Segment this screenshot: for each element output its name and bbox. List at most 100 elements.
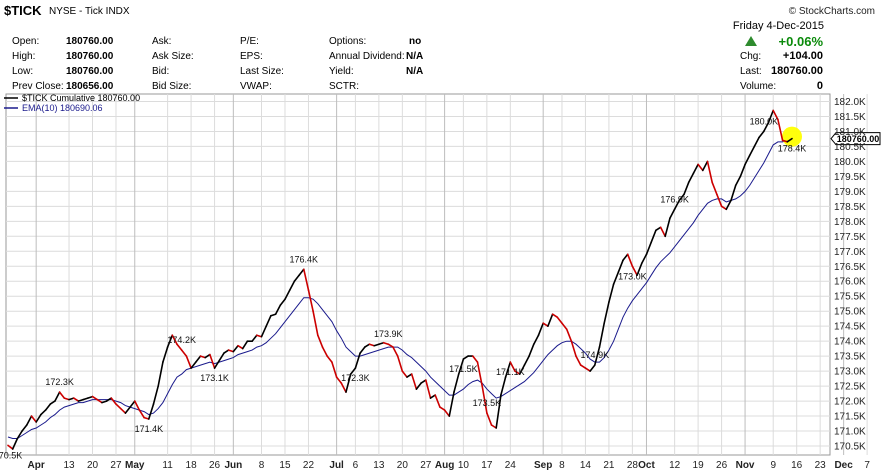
peak-label: 170.5K bbox=[0, 450, 22, 460]
tick-segment bbox=[434, 394, 441, 408]
x-tick-label: 9 bbox=[770, 460, 776, 471]
tick-segment bbox=[162, 346, 169, 363]
quote-value: 180760.00 bbox=[66, 51, 114, 62]
quote-label: Annual Dividend: bbox=[329, 51, 405, 62]
quote-label: Volume: bbox=[740, 81, 777, 92]
tick-segment bbox=[185, 355, 192, 369]
x-tick-label: Jul bbox=[329, 460, 344, 471]
y-tick-label: 175.5K bbox=[834, 292, 866, 303]
tick-segment bbox=[25, 415, 33, 426]
peak-label: 171.1K bbox=[496, 367, 525, 377]
y-tick-label: 174.5K bbox=[834, 322, 866, 333]
quote-label: Ask Size: bbox=[152, 51, 194, 62]
last-value-text: 180760.00 bbox=[837, 134, 880, 144]
x-tick-label: 18 bbox=[186, 460, 198, 471]
tick-segment bbox=[631, 265, 638, 277]
tick-segment bbox=[701, 160, 709, 172]
tick-segment bbox=[593, 346, 601, 366]
tick-segment bbox=[321, 346, 329, 357]
x-tick-label: 10 bbox=[458, 460, 470, 471]
quote-value: 180760.00 bbox=[66, 36, 114, 47]
tick-segment bbox=[767, 109, 775, 124]
tick-segment bbox=[448, 391, 455, 417]
tick-segment bbox=[171, 334, 178, 346]
tick-segment bbox=[134, 400, 141, 411]
tick-segment bbox=[30, 415, 38, 423]
tick-segment bbox=[720, 205, 728, 211]
tick-segment bbox=[537, 322, 545, 337]
tick-segment bbox=[237, 344, 244, 350]
y-tick-label: 172.0K bbox=[834, 397, 866, 408]
tick-segment bbox=[687, 172, 695, 184]
y-tick-label: 173.5K bbox=[834, 352, 866, 363]
y-tick-label: 171.0K bbox=[834, 427, 866, 438]
tick-segment bbox=[209, 353, 216, 369]
tick-segment bbox=[72, 397, 80, 402]
tick-segment bbox=[312, 310, 319, 337]
y-tick-label: 176.5K bbox=[834, 262, 866, 273]
quote-label: Ask: bbox=[152, 36, 172, 47]
tick-segment bbox=[429, 394, 437, 399]
tick-segment bbox=[739, 163, 746, 178]
tick-segment bbox=[579, 364, 587, 369]
tick-segment bbox=[443, 409, 451, 417]
tick-segment bbox=[612, 271, 620, 286]
y-tick-label: 181.5K bbox=[834, 112, 866, 123]
tick-segment bbox=[753, 136, 760, 148]
tick-segment bbox=[514, 370, 521, 375]
tick-segment bbox=[509, 361, 516, 372]
plot-frame bbox=[5, 93, 831, 456]
tick-segment bbox=[678, 193, 685, 202]
tick-segment bbox=[77, 398, 84, 402]
tick-segment bbox=[148, 403, 155, 420]
tick-segment bbox=[166, 334, 174, 348]
tick-segment bbox=[279, 298, 286, 307]
quote-label: VWAP: bbox=[240, 81, 272, 92]
tick-segment bbox=[382, 341, 390, 346]
quote-value: N/A bbox=[406, 66, 424, 77]
tick-segment bbox=[725, 199, 732, 211]
x-tick-label: 23 bbox=[815, 460, 827, 471]
tick-segment bbox=[241, 340, 249, 350]
x-tick-label: 17 bbox=[481, 460, 493, 471]
tick-segment bbox=[504, 361, 512, 378]
x-tick-label: Nov bbox=[736, 460, 755, 471]
y-tick-label: 170.5K bbox=[834, 442, 866, 453]
tick-segment bbox=[410, 373, 418, 390]
tick-segment bbox=[293, 274, 300, 283]
tick-segment bbox=[213, 359, 221, 369]
tick-segment bbox=[68, 397, 75, 401]
tick-segment bbox=[21, 424, 28, 432]
chart-legend: $TICK Cumulative 180760.00 EMA(10) 18069… bbox=[4, 93, 140, 113]
peak-label: 172.3K bbox=[45, 377, 74, 387]
peak-label: 172.3K bbox=[341, 373, 370, 383]
tick-segment bbox=[119, 407, 127, 414]
quote-date: Friday 4-Dec-2015 bbox=[732, 20, 824, 32]
x-tick-label: Apr bbox=[28, 460, 45, 471]
y-tick-label: 176.0K bbox=[834, 277, 866, 288]
tick-segment bbox=[35, 413, 42, 423]
tick-segment bbox=[44, 403, 52, 411]
peak-label: 176.9K bbox=[660, 194, 689, 204]
tick-segment bbox=[58, 391, 66, 399]
x-tick-label: 8 bbox=[259, 460, 265, 471]
tick-segment bbox=[138, 409, 145, 419]
tick-segment bbox=[523, 355, 530, 366]
tick-segment bbox=[396, 355, 404, 372]
tick-segment bbox=[129, 400, 136, 408]
tick-segment bbox=[223, 349, 230, 354]
y-tick-label: 180.5K bbox=[834, 142, 866, 153]
peak-label: 176.4K bbox=[289, 254, 318, 264]
tick-segment bbox=[570, 340, 577, 357]
tick-segment bbox=[54, 391, 61, 402]
tick-segment bbox=[518, 364, 526, 375]
x-tick-label: 15 bbox=[279, 460, 291, 471]
tick-segment bbox=[495, 394, 502, 429]
tick-segment bbox=[115, 403, 122, 410]
y-tick-label: 182.0K bbox=[834, 97, 866, 108]
x-tick-label: 20 bbox=[87, 460, 99, 471]
tick-segment bbox=[49, 400, 56, 405]
quote-label: Bid Size: bbox=[152, 81, 192, 92]
legend-label: $TICK Cumulative 180760.00 bbox=[22, 93, 140, 103]
quote-label: Low: bbox=[12, 66, 34, 77]
